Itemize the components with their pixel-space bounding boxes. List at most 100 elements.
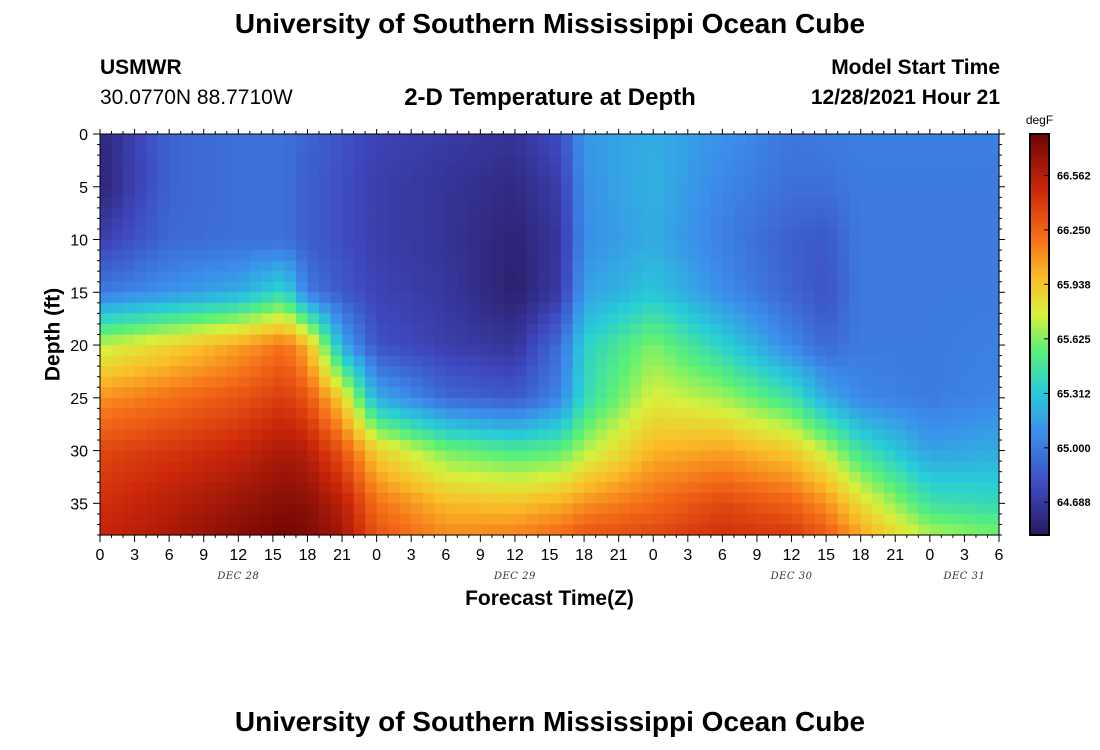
heatmap-cell — [595, 186, 608, 198]
heatmap-cell — [503, 492, 516, 504]
heatmap-cell — [215, 239, 228, 251]
heatmap-cell — [342, 239, 355, 251]
heatmap-cell — [480, 461, 493, 473]
heatmap-cell — [849, 461, 862, 473]
x-tick-label: 9 — [199, 547, 208, 564]
heatmap-cell — [307, 461, 320, 473]
colorbar-segment — [1030, 204, 1049, 209]
heatmap-cell — [399, 376, 412, 388]
heatmap-cell — [376, 471, 389, 483]
colorbar-segment — [1030, 271, 1049, 275]
heatmap-cell — [169, 218, 182, 230]
colorbar-tick-label: 65.000 — [1057, 443, 1091, 455]
heatmap-cell — [295, 250, 309, 262]
colorbar-segment — [1030, 170, 1049, 175]
heatmap-cell — [411, 302, 424, 314]
heatmap-cell — [169, 155, 182, 167]
heatmap-cell — [549, 239, 562, 251]
heatmap-cell — [376, 345, 389, 357]
heatmap-cell — [365, 376, 378, 388]
heatmap-cell — [157, 471, 170, 483]
heatmap-cell — [595, 418, 608, 431]
heatmap-cell — [883, 313, 896, 325]
heatmap-cell — [226, 503, 239, 515]
heatmap-cell — [699, 482, 712, 494]
heatmap-cell — [146, 408, 159, 420]
heatmap-cell — [929, 513, 942, 526]
heatmap-cell — [192, 176, 205, 188]
heatmap-cell — [987, 228, 1000, 241]
heatmap-cell — [537, 355, 551, 367]
heatmap-cell — [653, 207, 666, 220]
heatmap-cell — [503, 176, 516, 188]
heatmap-cell — [203, 345, 216, 357]
heatmap-cell — [411, 186, 424, 198]
heatmap-cell — [780, 228, 793, 241]
heatmap-cell — [422, 271, 435, 283]
heatmap-cell — [330, 461, 343, 473]
x-tick-label: 15 — [817, 547, 835, 564]
heatmap-cell — [491, 440, 504, 452]
heatmap-cell — [457, 207, 470, 220]
heatmap-cell — [722, 323, 735, 336]
heatmap-cell — [388, 397, 401, 409]
heatmap-cell — [814, 345, 827, 357]
heatmap-cell — [699, 366, 712, 378]
heatmap-cell — [180, 218, 193, 230]
heatmap-cell — [537, 450, 551, 462]
heatmap-cell — [872, 345, 885, 357]
heatmap-cell — [480, 334, 493, 346]
colorbar-segment — [1030, 150, 1049, 155]
heatmap-cell — [549, 482, 562, 494]
heatmap-cell — [584, 323, 597, 336]
heatmap-cell — [180, 144, 193, 156]
heatmap-cell — [768, 471, 781, 483]
heatmap-cell — [918, 429, 931, 441]
heatmap-cell — [249, 471, 262, 483]
heatmap-cell — [514, 387, 528, 399]
heatmap-cell — [745, 429, 758, 441]
heatmap-cell — [318, 207, 332, 220]
heatmap-cell — [457, 450, 470, 462]
heatmap-cell — [445, 482, 458, 494]
heatmap-cell — [676, 207, 689, 220]
heatmap-cell — [895, 207, 908, 220]
heatmap-cell — [434, 207, 447, 220]
heatmap-cell — [653, 281, 666, 293]
heatmap-cell — [272, 313, 286, 325]
heatmap-cell — [607, 366, 620, 378]
heatmap-cell — [157, 418, 170, 431]
heatmap-cell — [480, 429, 493, 441]
heatmap-cell — [584, 429, 597, 441]
heatmap-cell — [238, 524, 251, 536]
heatmap-cell — [295, 429, 309, 441]
heatmap-cell — [457, 482, 470, 494]
heatmap-cell — [814, 323, 827, 336]
heatmap-cell — [272, 387, 286, 399]
heatmap-cell — [284, 302, 297, 314]
heatmap-cell — [676, 429, 689, 441]
heatmap-cell — [491, 461, 504, 473]
heatmap-cell — [872, 134, 885, 146]
heatmap-cell — [295, 134, 309, 146]
heatmap-cell — [618, 292, 631, 304]
heatmap-cell — [491, 239, 504, 251]
heatmap-cell — [203, 302, 216, 314]
heatmap-cell — [203, 134, 216, 146]
heatmap-cell — [549, 387, 562, 399]
heatmap-cell — [791, 440, 804, 452]
heatmap-cell — [883, 134, 896, 146]
heatmap-cell — [710, 239, 723, 251]
heatmap-cell — [618, 165, 631, 177]
heatmap-cell — [445, 302, 458, 314]
heatmap-cell — [123, 292, 136, 304]
heatmap-cell — [826, 155, 839, 167]
heatmap-cell — [203, 408, 216, 420]
heatmap-cell — [307, 323, 320, 336]
heatmap-cell — [526, 355, 539, 367]
heatmap-cell — [641, 144, 654, 156]
heatmap-cell — [791, 218, 804, 230]
heatmap-cell — [975, 376, 989, 388]
heatmap-cell — [699, 345, 712, 357]
heatmap-cell — [422, 366, 435, 378]
